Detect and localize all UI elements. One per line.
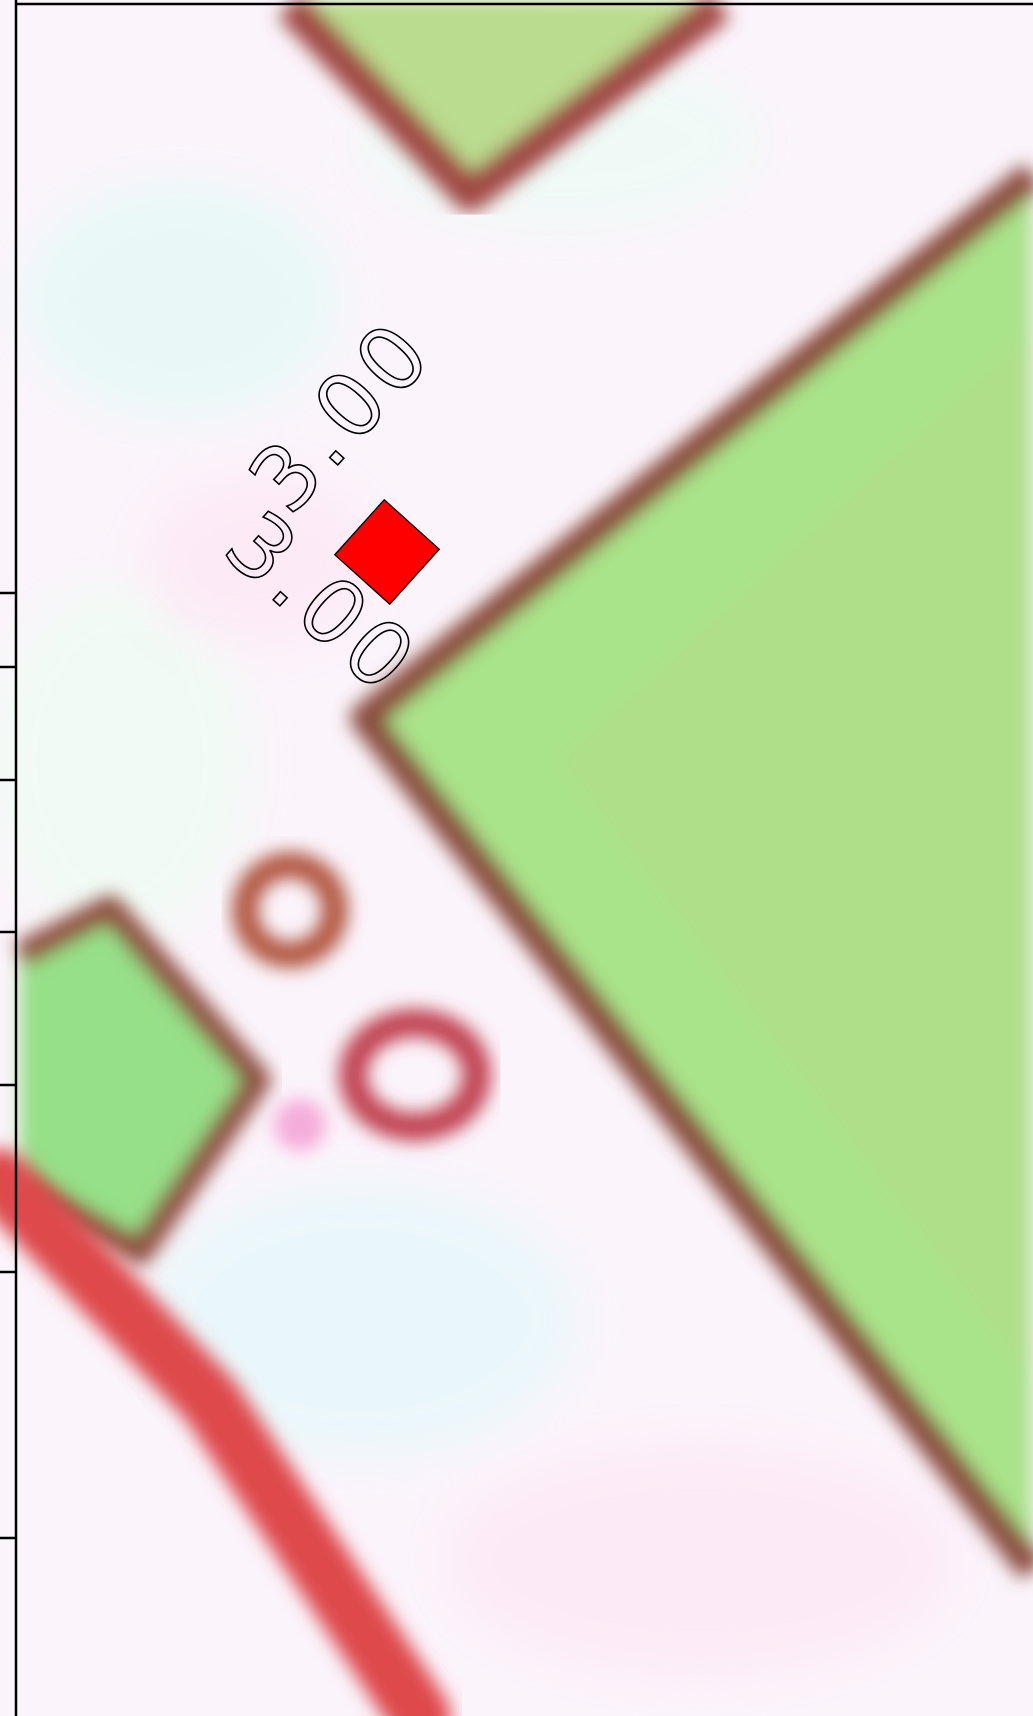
tree-features xyxy=(232,852,491,1151)
site-marker[interactable] xyxy=(333,498,441,606)
parcel-top xyxy=(277,0,731,212)
parcel-large-green xyxy=(350,163,1033,1580)
road-red xyxy=(0,1149,451,1716)
parcel-small-green xyxy=(13,895,271,1265)
frame-ticks xyxy=(0,591,16,1540)
map-frame xyxy=(14,0,1033,1716)
